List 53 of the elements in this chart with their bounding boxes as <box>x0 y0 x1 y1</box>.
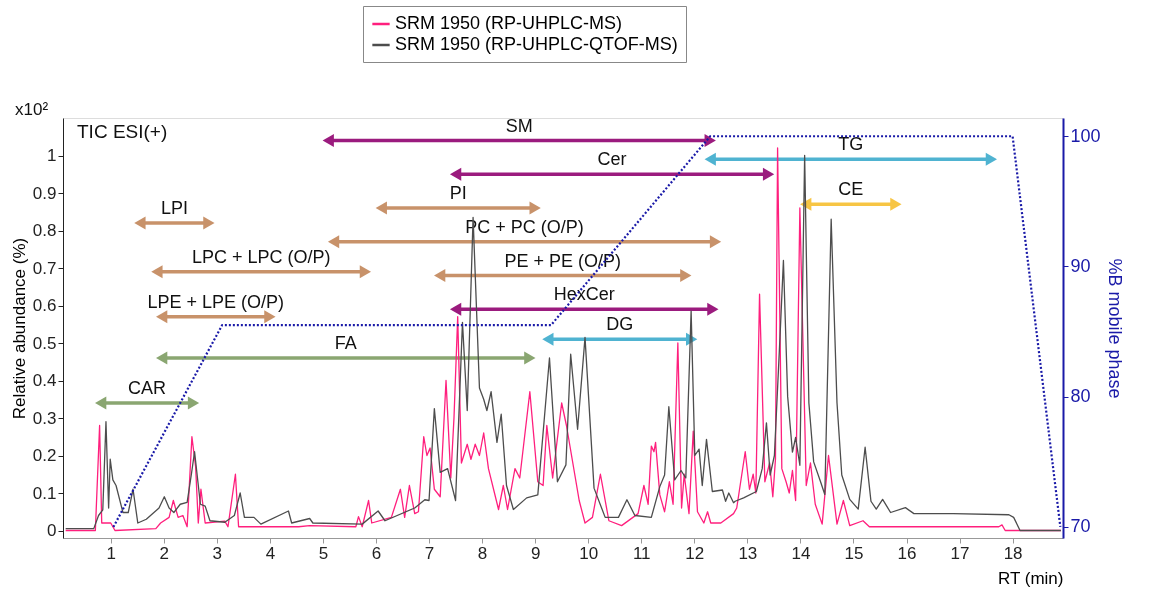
y-tick-label: 0.7 <box>32 258 57 278</box>
y-tick-label: 0.6 <box>32 296 57 315</box>
series-label: HexCer <box>553 284 615 305</box>
series-label: DG <box>606 314 634 335</box>
x-tick-label: 3 <box>212 543 223 563</box>
x-tick-label: 16 <box>897 543 917 563</box>
series-label: CAR <box>128 378 167 398</box>
y2-tick-label: 70 <box>1070 516 1091 537</box>
y-tick-label: 0.3 <box>32 408 57 428</box>
series-label: SM <box>505 115 533 136</box>
series-label: PE + PE (O/P) <box>504 250 622 271</box>
x-tick-label: 5 <box>318 543 329 563</box>
legend-label: SRM 1950 (RP-UHPLC-MS) <box>395 13 623 33</box>
x-tick-label: 13 <box>738 543 758 563</box>
x-tick-label: 4 <box>265 543 276 563</box>
text: x10² <box>15 100 49 119</box>
y-tick-label: 0 <box>47 521 57 540</box>
x-axis-title: RT (min) <box>998 568 1064 588</box>
series-label: LPC + LPC (O/P) <box>191 246 331 267</box>
x-tick-label: 1 <box>106 543 116 563</box>
y2-tick-label: 90 <box>1070 255 1091 276</box>
series-label: FA <box>334 333 357 353</box>
legend-label: SRM 1950 (RP-UHPLC-QTOF-MS) <box>395 34 678 54</box>
x-tick-label: 8 <box>477 543 488 563</box>
series-label: CE <box>838 179 864 200</box>
x-tick-label: 11 <box>632 543 651 563</box>
x-tick-label: 17 <box>950 543 970 563</box>
x-tick-label: 12 <box>685 543 705 563</box>
y2-tick-label: 80 <box>1070 386 1091 407</box>
y-tick-label: 0.8 <box>32 221 57 240</box>
y-tick-label: 0.9 <box>32 183 57 203</box>
x-tick-label: 2 <box>159 543 170 563</box>
x-tick-label: 10 <box>579 543 599 563</box>
y-tick-label: 0.5 <box>32 333 57 353</box>
x-tick-label: 18 <box>1003 543 1023 563</box>
x-tick-label: 7 <box>424 543 435 563</box>
series-label: Cer <box>597 149 627 170</box>
x-tick-label: 9 <box>530 543 541 563</box>
y-axis-title: Relative abundance (%) <box>9 237 29 420</box>
x-tick-label: 14 <box>791 543 811 563</box>
annotation: TIC ESI(+) <box>77 121 168 142</box>
y-tick-label: 0.4 <box>32 371 57 390</box>
y-tick-label: 0.2 <box>32 446 57 465</box>
series-label: PI <box>449 183 467 203</box>
series-label: TG <box>838 134 864 155</box>
x-tick-label: 15 <box>844 543 864 563</box>
y2-tick-label: 100 <box>1070 125 1101 146</box>
x-tick-label: 6 <box>371 543 382 563</box>
series-label: LPI <box>160 198 188 218</box>
y2-axis-title: %B mobile phase <box>1104 258 1125 399</box>
y-tick-label: 1 <box>47 146 57 165</box>
series-label: LPE + LPE (O/P) <box>147 291 285 312</box>
y-tick-label: 0.1 <box>32 483 57 503</box>
